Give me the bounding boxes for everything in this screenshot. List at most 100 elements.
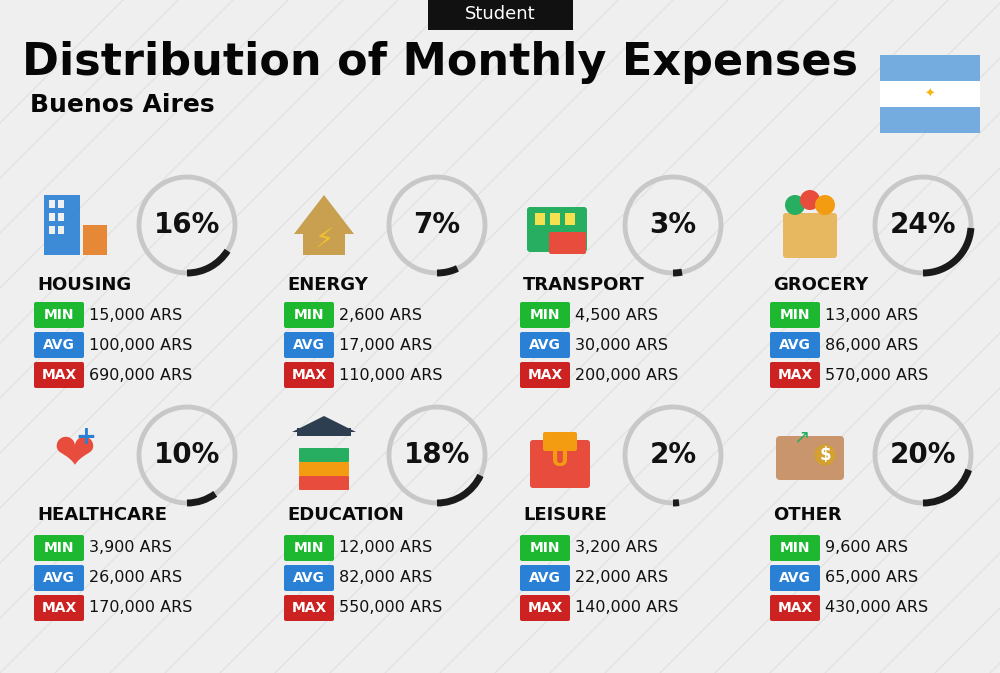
Text: 570,000 ARS: 570,000 ARS <box>825 367 928 382</box>
Text: AVG: AVG <box>293 571 325 585</box>
FancyBboxPatch shape <box>58 226 64 234</box>
FancyBboxPatch shape <box>34 565 84 591</box>
Text: Buenos Aires: Buenos Aires <box>30 93 215 117</box>
FancyBboxPatch shape <box>565 213 575 225</box>
Text: AVG: AVG <box>529 338 561 352</box>
Text: AVG: AVG <box>779 571 811 585</box>
FancyBboxPatch shape <box>58 200 64 208</box>
FancyBboxPatch shape <box>299 448 349 462</box>
Text: AVG: AVG <box>293 338 325 352</box>
Text: AVG: AVG <box>779 338 811 352</box>
FancyBboxPatch shape <box>530 440 590 488</box>
Circle shape <box>815 195 835 215</box>
FancyBboxPatch shape <box>550 213 560 225</box>
Text: 10%: 10% <box>154 441 220 469</box>
FancyBboxPatch shape <box>83 225 107 255</box>
Text: MIN: MIN <box>294 541 324 555</box>
Text: MAX: MAX <box>41 601 77 615</box>
FancyBboxPatch shape <box>543 432 577 451</box>
FancyBboxPatch shape <box>770 595 820 621</box>
Text: 3%: 3% <box>649 211 697 239</box>
Text: AVG: AVG <box>43 571 75 585</box>
Text: 18%: 18% <box>404 441 470 469</box>
Text: 7%: 7% <box>413 211 461 239</box>
Text: MIN: MIN <box>780 541 810 555</box>
FancyBboxPatch shape <box>527 207 587 252</box>
FancyBboxPatch shape <box>880 107 980 133</box>
Text: 550,000 ARS: 550,000 ARS <box>339 600 442 616</box>
Text: MIN: MIN <box>44 308 74 322</box>
FancyBboxPatch shape <box>34 302 84 328</box>
FancyBboxPatch shape <box>284 565 334 591</box>
Text: 16%: 16% <box>154 211 220 239</box>
FancyBboxPatch shape <box>520 302 570 328</box>
Text: 3,200 ARS: 3,200 ARS <box>575 540 658 555</box>
Text: 110,000 ARS: 110,000 ARS <box>339 367 442 382</box>
Text: 17,000 ARS: 17,000 ARS <box>339 337 432 353</box>
Text: MIN: MIN <box>294 308 324 322</box>
Text: LEISURE: LEISURE <box>523 506 607 524</box>
Text: 2%: 2% <box>649 441 697 469</box>
Text: MAX: MAX <box>777 601 813 615</box>
FancyBboxPatch shape <box>284 535 334 561</box>
FancyBboxPatch shape <box>34 362 84 388</box>
FancyBboxPatch shape <box>770 565 820 591</box>
FancyBboxPatch shape <box>520 565 570 591</box>
Text: $: $ <box>819 446 831 464</box>
FancyBboxPatch shape <box>284 595 334 621</box>
Text: 140,000 ARS: 140,000 ARS <box>575 600 678 616</box>
Text: 200,000 ARS: 200,000 ARS <box>575 367 678 382</box>
Text: ✦: ✦ <box>925 87 935 100</box>
FancyBboxPatch shape <box>535 213 545 225</box>
Text: HEALTHCARE: HEALTHCARE <box>37 506 167 524</box>
FancyBboxPatch shape <box>299 476 349 490</box>
Text: MIN: MIN <box>530 308 560 322</box>
Text: 4,500 ARS: 4,500 ARS <box>575 308 658 322</box>
Text: 20%: 20% <box>890 441 956 469</box>
Text: 65,000 ARS: 65,000 ARS <box>825 571 918 586</box>
Text: AVG: AVG <box>529 571 561 585</box>
FancyBboxPatch shape <box>770 302 820 328</box>
Polygon shape <box>292 416 356 432</box>
FancyBboxPatch shape <box>770 362 820 388</box>
FancyBboxPatch shape <box>299 462 349 476</box>
Text: GROCERY: GROCERY <box>773 276 868 294</box>
Circle shape <box>814 444 836 466</box>
Text: 3,900 ARS: 3,900 ARS <box>89 540 172 555</box>
Text: HOUSING: HOUSING <box>37 276 131 294</box>
Text: ❤: ❤ <box>53 431 95 479</box>
FancyBboxPatch shape <box>58 213 64 221</box>
Text: 15,000 ARS: 15,000 ARS <box>89 308 182 322</box>
Text: 690,000 ARS: 690,000 ARS <box>89 367 192 382</box>
FancyBboxPatch shape <box>520 595 570 621</box>
Text: 82,000 ARS: 82,000 ARS <box>339 571 432 586</box>
Text: 170,000 ARS: 170,000 ARS <box>89 600 192 616</box>
Text: 430,000 ARS: 430,000 ARS <box>825 600 928 616</box>
Text: 26,000 ARS: 26,000 ARS <box>89 571 182 586</box>
FancyBboxPatch shape <box>549 232 586 254</box>
FancyBboxPatch shape <box>770 535 820 561</box>
Text: 24%: 24% <box>890 211 956 239</box>
FancyBboxPatch shape <box>44 195 80 255</box>
FancyBboxPatch shape <box>520 535 570 561</box>
FancyBboxPatch shape <box>880 81 980 107</box>
Text: ⚡: ⚡ <box>314 226 334 254</box>
Text: MAX: MAX <box>291 601 327 615</box>
Text: 13,000 ARS: 13,000 ARS <box>825 308 918 322</box>
Polygon shape <box>294 195 354 234</box>
FancyBboxPatch shape <box>776 436 844 480</box>
Text: Distribution of Monthly Expenses: Distribution of Monthly Expenses <box>22 40 858 83</box>
FancyBboxPatch shape <box>880 55 980 81</box>
Text: OTHER: OTHER <box>773 506 842 524</box>
Text: AVG: AVG <box>43 338 75 352</box>
FancyBboxPatch shape <box>49 200 55 208</box>
Text: MIN: MIN <box>780 308 810 322</box>
Text: 100,000 ARS: 100,000 ARS <box>89 337 192 353</box>
FancyBboxPatch shape <box>297 428 351 436</box>
Text: 2,600 ARS: 2,600 ARS <box>339 308 422 322</box>
Text: 22,000 ARS: 22,000 ARS <box>575 571 668 586</box>
Text: 30,000 ARS: 30,000 ARS <box>575 337 668 353</box>
Text: MAX: MAX <box>41 368 77 382</box>
FancyBboxPatch shape <box>783 213 837 258</box>
Text: MIN: MIN <box>44 541 74 555</box>
